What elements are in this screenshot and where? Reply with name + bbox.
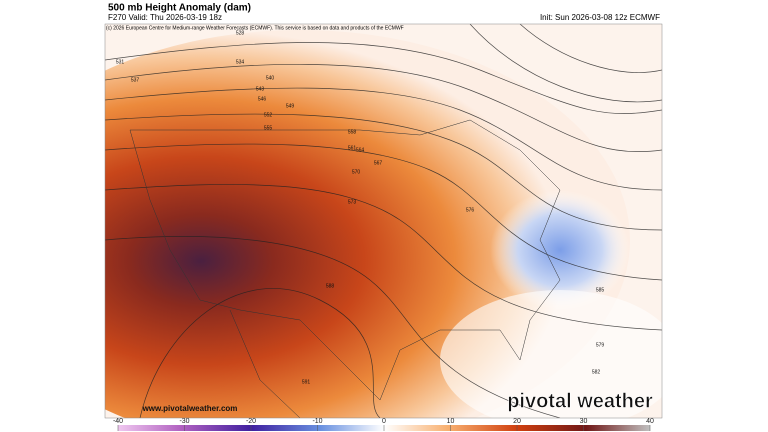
contour-label: 579 [596, 342, 605, 348]
contour-label: 546 [258, 96, 267, 102]
contour-label: 528 [236, 30, 245, 36]
contour-label: 573 [348, 199, 357, 205]
colorbar-tick-label: 40 [646, 418, 654, 425]
contour-label: 534 [236, 59, 245, 65]
title: 500 mb Height Anomaly (dam) [108, 3, 251, 14]
contour-label: 555 [264, 125, 273, 131]
valid-time: F270 Valid: Thu 2026-03-19 18z [108, 13, 222, 22]
contour-label: 531 [116, 59, 125, 65]
contour-label: 537 [131, 77, 140, 83]
contour-label: 570 [352, 169, 361, 175]
colorbar-tick-label: -10 [312, 418, 322, 425]
contour-label: 585 [596, 287, 605, 293]
colorbar-tick-label: 30 [580, 418, 588, 425]
colorbar-tick-label: 0 [382, 418, 386, 425]
contour-label: 564 [356, 147, 365, 153]
colorbar-tick-label: -30 [179, 418, 189, 425]
contour-label: 552 [264, 112, 273, 118]
colorbar-tick-label: 10 [447, 418, 455, 425]
colorbar-tick-label: -40 [113, 418, 123, 425]
colorbar-tick-label: 20 [513, 418, 521, 425]
website: www.pivotalweather.com [142, 404, 238, 413]
contour-label: 567 [374, 160, 383, 166]
contour-label: 543 [256, 86, 265, 92]
colorbar-tick-label: -20 [246, 418, 256, 425]
contour-label: 558 [348, 129, 357, 135]
contour-label: 576 [466, 207, 475, 213]
copyright: (c) 2026 European Centre for Medium-rang… [106, 25, 404, 31]
contour-label: 582 [592, 369, 601, 375]
contour-label: 561 [348, 145, 357, 151]
contour-label: 588 [326, 283, 335, 289]
map-frame [104, 23, 663, 419]
contour-label: 549 [286, 103, 295, 109]
contour-label: 540 [266, 75, 275, 81]
brand-logo: pivotal weather [507, 390, 653, 412]
init-time: Init: Sun 2026-03-08 12z ECMWF [540, 13, 660, 22]
contour-label: 591 [302, 379, 311, 385]
